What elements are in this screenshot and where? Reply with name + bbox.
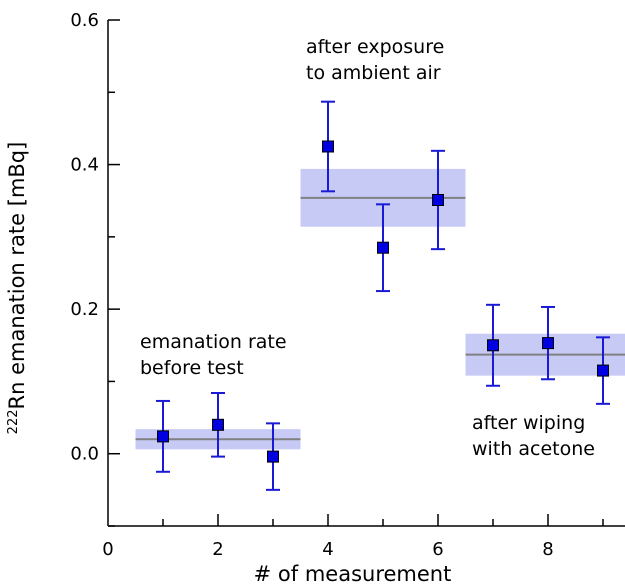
annotation-3: after wiping with acetone xyxy=(472,412,595,460)
x-tick-label-1: 0 xyxy=(102,539,113,560)
y-tick-label-1: 0.0 xyxy=(70,444,99,465)
annotation-2-line-2: to ambient air xyxy=(306,62,441,84)
annotation-3-line-1: after wiping xyxy=(472,412,585,434)
annotation-2-line-1: after exposure xyxy=(306,36,444,58)
data-point-7 xyxy=(487,339,499,352)
x-tick-label-3: 4 xyxy=(322,539,333,560)
y-tick-label-2: 0.2 xyxy=(70,299,99,320)
data-point-4 xyxy=(322,140,334,153)
y-tick-label-4: 0.6 xyxy=(70,10,99,31)
mean-bands xyxy=(135,168,625,450)
data-markers xyxy=(157,140,609,463)
data-point-8 xyxy=(542,337,554,350)
data-point-9 xyxy=(597,364,609,377)
data-point-5 xyxy=(377,241,389,254)
annotation-3-line-2: with acetone xyxy=(472,438,595,460)
data-point-3 xyxy=(267,450,279,463)
data-point-2 xyxy=(212,418,224,431)
annotation-1: emanation rate before test xyxy=(140,331,287,379)
x-tick-label-4: 6 xyxy=(432,539,443,560)
data-point-1 xyxy=(157,430,169,443)
annotation-1-line-2: before test xyxy=(140,357,244,379)
y-axis-label-superscript: 222 xyxy=(6,409,21,434)
annotations: emanation rate before test after exposure t… xyxy=(140,36,595,460)
mean-lines xyxy=(135,196,625,441)
y-tick-label-3: 0.4 xyxy=(70,155,99,176)
y-axis-label: 222Rn emanation rate [mBq] xyxy=(5,142,29,435)
data-point-6 xyxy=(432,193,444,206)
x-tick-label-5: 8 xyxy=(542,539,553,560)
tick-labels: 0 2 4 6 8 0.0 0.2 0.4 0.6 xyxy=(70,10,553,560)
annotation-2: after exposure to ambient air xyxy=(306,36,444,84)
x-tick-label-2: 2 xyxy=(212,539,223,560)
ticks xyxy=(108,19,604,527)
y-axis-label-text: Rn emanation rate [mBq] xyxy=(5,142,29,410)
annotation-1-line-1: emanation rate xyxy=(140,331,287,353)
x-axis-label: # of measurement xyxy=(254,562,452,586)
axes xyxy=(107,20,625,527)
